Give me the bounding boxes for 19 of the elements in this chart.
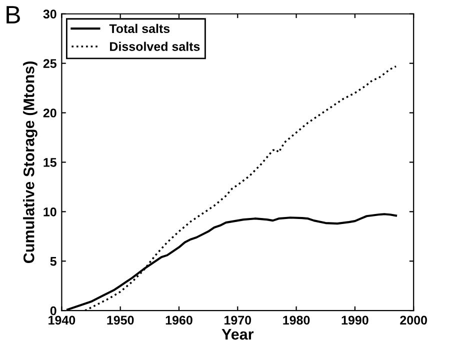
legend-label: Total salts <box>109 24 170 34</box>
y-tick-label: 0 <box>50 306 56 316</box>
text: B <box>6 6 20 24</box>
legend-label: Dissolved salts <box>110 42 200 51</box>
x-tick-label: 1980 <box>283 316 310 325</box>
x-tick-label: 1940 <box>48 316 76 325</box>
y-tick-label: 15 <box>44 158 56 167</box>
x-tick-label: 1960 <box>166 316 192 325</box>
x-axis-title: Year <box>222 329 254 340</box>
y-axis-title: Cumulative Storage (Mtons) <box>23 62 38 264</box>
x-tick-label: 1970 <box>224 316 252 325</box>
y-tick-label: 20 <box>43 108 56 118</box>
x-tick-label: 2000 <box>400 316 427 325</box>
y-tick-label: 25 <box>43 59 56 68</box>
x-tick-label: 1990 <box>342 316 368 325</box>
y-tick-label: 10 <box>44 207 56 216</box>
x-tick-label: 1950 <box>107 316 134 325</box>
y-tick-label: 30 <box>43 10 56 19</box>
y-tick-label: 5 <box>50 257 56 266</box>
